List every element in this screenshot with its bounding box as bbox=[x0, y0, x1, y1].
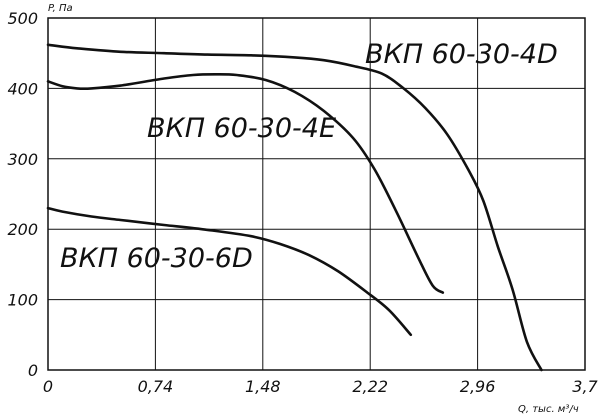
tick-labels: 0 0,74 1,48 2,22 2,96 3,7 0 100 200 300 400 500 bbox=[7, 9, 598, 396]
x-axis-label: Q, тыс. м³/ч bbox=[518, 404, 579, 415]
grid bbox=[47, 17, 586, 371]
y-axis-label: P, Па bbox=[48, 3, 73, 14]
series-label: ВКП 60-30-4D bbox=[365, 39, 558, 70]
x-tick-label: 3,7 bbox=[572, 377, 598, 396]
y-tick-label: 100 bbox=[7, 291, 38, 310]
x-tick-label: 1,48 bbox=[245, 377, 281, 396]
y-tick-label: 400 bbox=[7, 79, 38, 98]
x-tick-label: 0 bbox=[43, 377, 53, 396]
series-line bbox=[46, 206, 413, 337]
x-tick-label: 2,96 bbox=[460, 377, 496, 396]
series-label: ВКП 60-30-4E bbox=[147, 113, 336, 144]
series-line bbox=[46, 43, 543, 372]
y-tick-label: 0 bbox=[28, 361, 38, 380]
plot-frame bbox=[47, 17, 586, 371]
y-tick-label: 500 bbox=[7, 9, 38, 28]
series-line bbox=[46, 72, 445, 294]
series-labels: ВКП 60-30-4D ВКП 60-30-4E ВКП 60-30-6D bbox=[60, 39, 558, 274]
x-tick-label: 0,74 bbox=[138, 377, 174, 396]
plot-area bbox=[46, 43, 543, 372]
x-tick-label: 2,22 bbox=[352, 377, 388, 396]
series-label: ВКП 60-30-6D bbox=[60, 243, 253, 274]
y-tick-label: 200 bbox=[7, 220, 38, 239]
y-tick-label: 300 bbox=[7, 150, 38, 169]
